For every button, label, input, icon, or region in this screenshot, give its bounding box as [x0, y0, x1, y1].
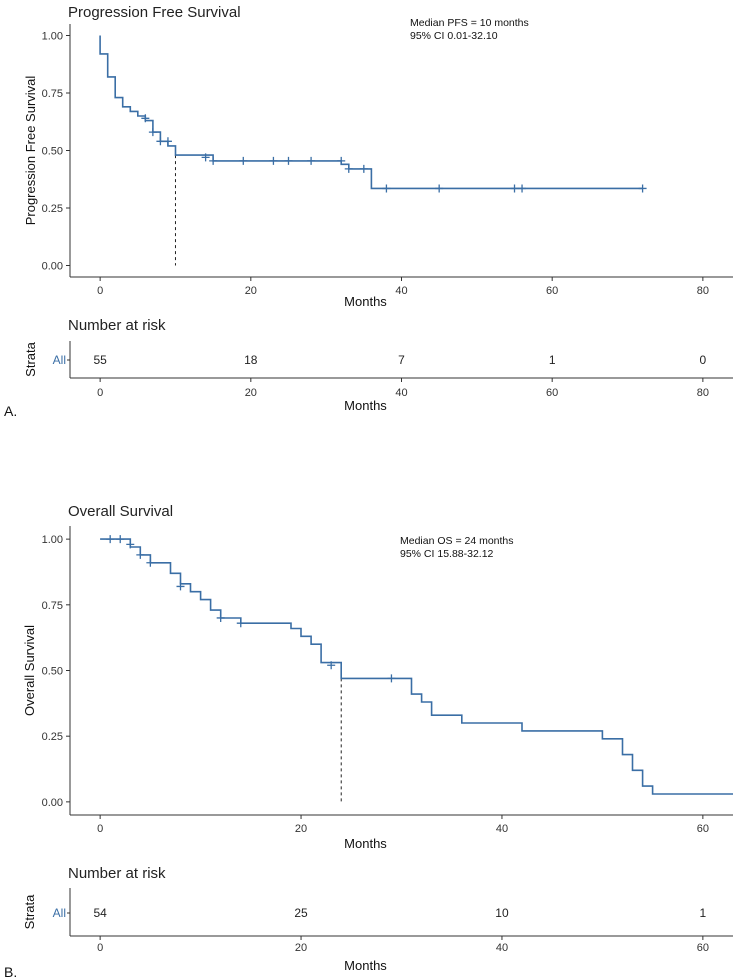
x-tick-label: 20 [295, 823, 307, 835]
risk-x-tick-label: 60 [546, 387, 558, 399]
risk-x-tick-label: 20 [245, 387, 257, 399]
censor-mark [141, 114, 150, 123]
x-tick-label: 20 [245, 285, 257, 297]
y-tick-label: 0.25 [42, 731, 63, 743]
censor-mark [307, 156, 316, 165]
risk-value: 55 [93, 353, 107, 367]
panel-label: A. [4, 403, 17, 419]
censor-mark [163, 137, 172, 146]
censor-mark [337, 156, 346, 165]
censor-mark [435, 184, 444, 193]
censor-mark [126, 540, 135, 549]
risk-value: 18 [244, 353, 258, 367]
censor-mark [201, 153, 210, 162]
x-axis-label: Months [344, 294, 387, 309]
panel-label: B. [4, 964, 17, 980]
censor-mark [239, 156, 248, 165]
censor-mark [236, 619, 245, 628]
censor-mark [344, 164, 353, 173]
risk-x-tick-label: 0 [97, 387, 103, 399]
median-annotation: 95% CI 15.88-32.12 [400, 548, 494, 560]
y-axis-label: Overall Survival [22, 625, 37, 716]
x-tick-label: 60 [546, 285, 558, 297]
median-annotation: Median PFS = 10 months [410, 17, 529, 29]
censor-mark [148, 128, 157, 137]
censor-mark [209, 156, 218, 165]
risk-value: 1 [549, 353, 556, 367]
censor-mark [382, 184, 391, 193]
median-annotation: Median OS = 24 months [400, 535, 514, 547]
risk-x-tick-label: 0 [97, 942, 103, 954]
risk-table-title: Number at risk [68, 317, 166, 334]
chart-title: Progression Free Survival [68, 4, 241, 21]
chart-title: Overall Survival [68, 503, 173, 520]
x-tick-label: 0 [97, 285, 103, 297]
risk-x-tick-label: 20 [295, 942, 307, 954]
median-annotation: 95% CI 0.01-32.10 [410, 30, 498, 42]
risk-x-tick-label: 60 [697, 942, 709, 954]
censor-mark [359, 164, 368, 173]
censor-mark [510, 184, 519, 193]
censor-mark [176, 582, 185, 591]
x-tick-label: 60 [697, 823, 709, 835]
y-tick-label: 0.25 [42, 203, 63, 215]
y-axis-label: Progression Free Survival [23, 76, 38, 226]
y-tick-label: 0.75 [42, 600, 63, 612]
strata-axis-label: Strata [23, 341, 38, 376]
strata-axis-label: Strata [22, 894, 37, 929]
y-tick-label: 0.00 [42, 261, 63, 273]
x-axis-label: Months [344, 836, 387, 851]
y-tick-label: 1.00 [42, 31, 63, 43]
y-tick-label: 0.00 [42, 797, 63, 809]
strata-name: All [53, 906, 66, 920]
x-tick-label: 40 [395, 285, 407, 297]
strata-name: All [53, 353, 66, 367]
risk-x-axis-label: Months [344, 398, 387, 413]
risk-table-title: Number at risk [68, 865, 166, 882]
y-tick-label: 0.50 [42, 146, 63, 158]
censor-mark [106, 535, 115, 544]
risk-value: 25 [294, 906, 308, 920]
censor-mark [116, 535, 125, 544]
risk-value: 54 [93, 906, 107, 920]
censor-mark [269, 156, 278, 165]
risk-value: 10 [495, 906, 509, 920]
risk-x-axis-label: Months [344, 958, 387, 973]
censor-mark [638, 184, 647, 193]
survival-curve [100, 538, 733, 795]
risk-x-tick-label: 40 [395, 387, 407, 399]
y-tick-label: 0.75 [42, 88, 63, 100]
censor-mark [156, 137, 165, 146]
x-tick-label: 80 [697, 285, 709, 297]
censor-mark [146, 558, 155, 567]
x-tick-label: 40 [496, 823, 508, 835]
risk-value: 7 [398, 353, 405, 367]
censor-mark [136, 550, 145, 559]
censor-mark [284, 156, 293, 165]
survival-curve [99, 35, 643, 190]
censor-mark [387, 674, 396, 683]
risk-value: 0 [700, 353, 707, 367]
y-tick-label: 1.00 [42, 534, 63, 546]
censor-mark [518, 184, 527, 193]
censor-mark [216, 613, 225, 622]
x-tick-label: 0 [97, 823, 103, 835]
risk-x-tick-label: 80 [697, 387, 709, 399]
risk-value: 1 [700, 906, 707, 920]
risk-x-tick-label: 40 [496, 942, 508, 954]
censor-mark [327, 661, 336, 670]
y-tick-label: 0.50 [42, 666, 63, 678]
